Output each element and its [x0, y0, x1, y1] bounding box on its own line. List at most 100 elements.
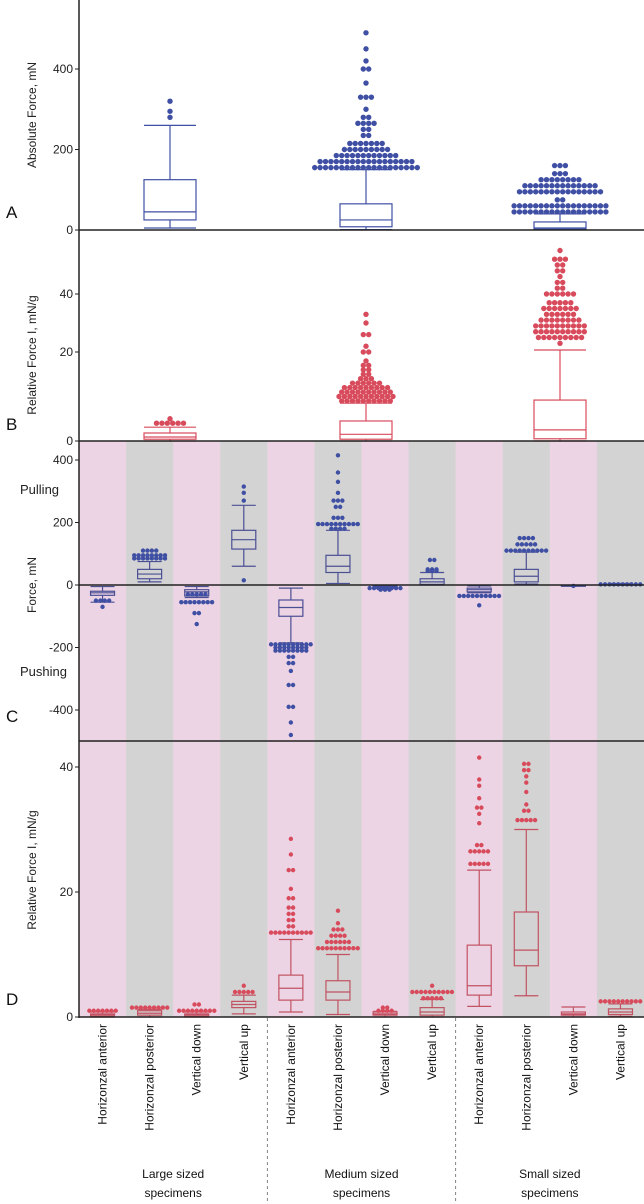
- outlier-point: [516, 189, 523, 195]
- outlier-point: [511, 209, 517, 215]
- outlier-point: [190, 592, 195, 597]
- y-tick-label: 200: [53, 516, 73, 530]
- outlier-point: [533, 329, 539, 335]
- outlier-point: [379, 140, 385, 147]
- outlier-point: [380, 1005, 386, 1010]
- outlier-point: [366, 126, 372, 133]
- outlier-point: [543, 189, 550, 195]
- outlier-point: [546, 300, 552, 306]
- outlier-point: [549, 203, 555, 209]
- outlier-point: [371, 380, 377, 386]
- box-plot: [339, 402, 393, 442]
- outlier-point: [363, 376, 369, 382]
- iqr-box: [513, 911, 539, 967]
- outlier-point: [526, 535, 531, 541]
- outlier-point: [340, 515, 345, 521]
- outlier-point: [282, 930, 287, 935]
- outlier-point: [290, 654, 296, 660]
- column-band: [549, 441, 598, 1017]
- outlier-point: [532, 542, 538, 547]
- outlier-point: [570, 203, 577, 209]
- outlier-point: [277, 648, 283, 653]
- y-axis-title-c: Force, mN: [25, 557, 39, 613]
- outlier-point: [492, 593, 497, 599]
- outlier-point: [339, 389, 345, 395]
- outlier-point: [597, 189, 604, 195]
- outlier-point: [581, 183, 587, 189]
- outlier-point: [543, 317, 550, 323]
- outlier-point: [374, 393, 380, 400]
- outlier-point: [371, 389, 377, 395]
- outlier-point: [468, 849, 473, 854]
- outlier-point: [551, 256, 558, 262]
- outlier-point: [398, 158, 404, 165]
- outlier-point: [521, 808, 527, 813]
- outlier-point: [312, 164, 318, 171]
- outlier-point: [290, 704, 296, 710]
- outlier-point: [352, 140, 358, 147]
- outlier-point: [329, 521, 334, 527]
- outlier-point: [474, 842, 480, 848]
- outlier-point: [344, 389, 350, 395]
- outlier-point: [560, 285, 566, 291]
- outlier-point: [578, 334, 585, 341]
- outlier-point: [602, 999, 608, 1004]
- outlier-point: [549, 176, 555, 183]
- annotation-pushing: Pushing: [20, 664, 67, 679]
- outlier-point: [504, 548, 509, 553]
- outlier-point: [379, 146, 385, 153]
- y-tick-label: -400: [49, 703, 73, 717]
- outlier-point: [366, 331, 372, 338]
- outlier-point: [145, 548, 150, 553]
- outlier-point: [562, 334, 569, 341]
- outlier-point: [333, 521, 338, 527]
- outlier-point: [554, 285, 560, 291]
- outlier-point: [432, 989, 437, 995]
- outlier-point: [384, 146, 391, 153]
- outlier-point: [349, 380, 356, 386]
- outlier-point: [522, 189, 528, 195]
- outlier-point: [91, 1008, 96, 1013]
- outlier-point: [576, 209, 582, 215]
- outlier-point: [153, 420, 160, 426]
- outlier-point: [315, 946, 321, 951]
- outlier-point: [100, 1008, 105, 1013]
- outlier-point: [570, 291, 577, 297]
- outlier-point: [347, 384, 353, 391]
- outlier-point: [333, 526, 338, 531]
- outlier-point: [543, 203, 550, 209]
- outlier-point: [366, 132, 372, 139]
- outlier-point: [581, 329, 587, 335]
- outlier-point: [366, 114, 372, 121]
- outlier-point: [288, 732, 294, 738]
- outlier-point: [337, 946, 343, 951]
- outlier-point: [286, 682, 291, 688]
- outlier-point: [527, 183, 533, 189]
- outlier-point: [468, 861, 473, 867]
- outlier-point: [543, 176, 550, 183]
- outlier-point: [592, 189, 598, 195]
- outlier-point: [543, 548, 549, 553]
- outlier-point: [317, 164, 323, 171]
- outlier-point: [162, 553, 168, 558]
- outlier-point: [387, 152, 393, 159]
- outlier-point: [158, 553, 163, 558]
- outlier-point: [282, 642, 287, 647]
- outlier-point: [102, 598, 107, 603]
- outlier-point: [387, 587, 392, 592]
- outlier-point: [360, 367, 366, 373]
- outlier-point: [360, 158, 366, 165]
- outlier-point: [315, 521, 321, 527]
- column-band: [126, 441, 174, 1017]
- outlier-point: [363, 384, 369, 391]
- box-plot: [513, 828, 539, 997]
- outlier-point: [149, 556, 155, 561]
- outlier-point: [134, 1005, 139, 1010]
- outlier-point: [355, 152, 361, 159]
- outlier-point: [320, 521, 325, 527]
- outlier-point: [190, 1008, 195, 1013]
- outlier-point: [425, 567, 430, 572]
- outlier-point: [557, 305, 563, 312]
- box-plot: [466, 869, 492, 1007]
- outlier-point: [196, 1002, 202, 1007]
